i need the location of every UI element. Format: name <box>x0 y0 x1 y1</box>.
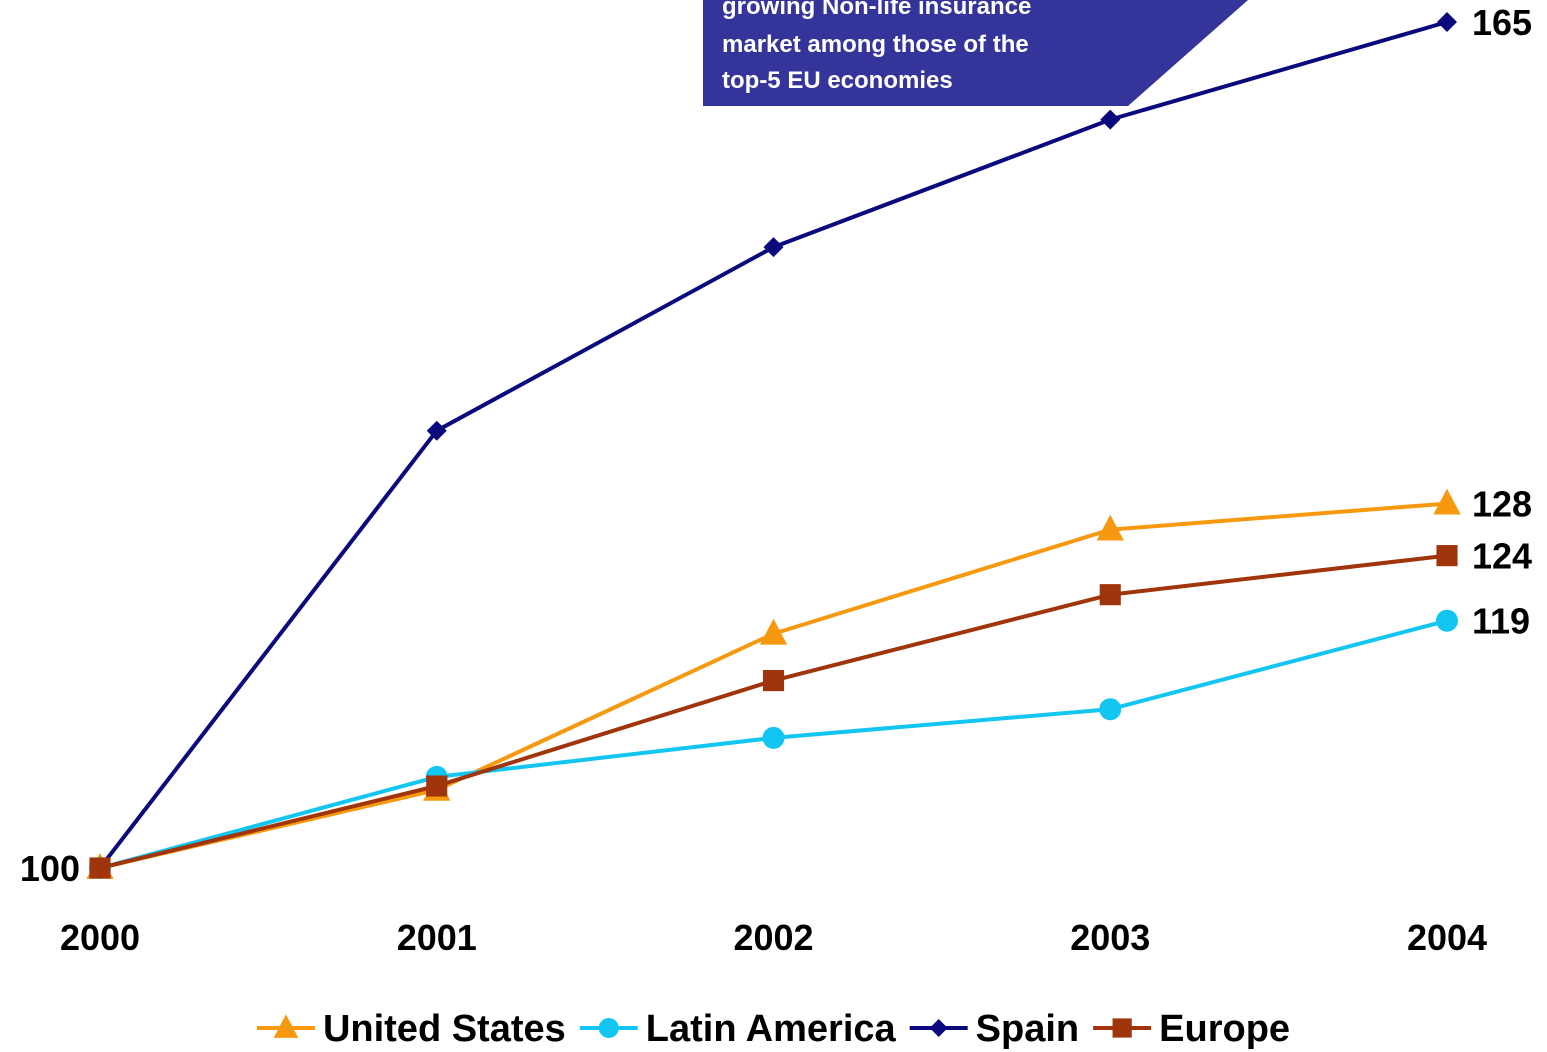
callout-arrow-shape <box>703 0 1248 106</box>
end-label-spain: 165 <box>1472 2 1532 43</box>
marker-spain-2001 <box>426 420 447 441</box>
start-label: 100 <box>20 848 80 889</box>
marker-latin-america-2004 <box>1436 609 1458 632</box>
legend-swatch-marker-united-states <box>273 1014 299 1038</box>
marker-latin-america-2003 <box>1099 698 1122 721</box>
marker-united-states-2002 <box>759 618 788 645</box>
x-tick-label-2002: 2002 <box>733 917 813 958</box>
marker-united-states-2003 <box>1096 514 1124 541</box>
legend-swatch-marker-spain <box>929 1019 948 1037</box>
marker-spain-2003 <box>1100 109 1121 130</box>
marker-europe-2002 <box>762 670 785 692</box>
marker-europe-2003 <box>1099 584 1121 606</box>
legend-label-spain: Spain <box>976 1008 1079 1050</box>
marker-europe-2004 <box>1436 545 1458 567</box>
x-tick-label-2000: 2000 <box>60 917 140 958</box>
callout-line-1: growing Non-life insurance <box>722 0 1031 20</box>
series-markers <box>86 12 1461 879</box>
data-labels: 128 119 165 124 100 <box>20 2 1532 889</box>
marker-latin-america-2002 <box>762 726 785 749</box>
legend-item-europe: Europe <box>1093 1008 1290 1050</box>
x-axis-ticks: 2000 2001 2002 2003 2004 <box>60 917 1487 958</box>
callout-line-2: market among those of the <box>722 31 1029 58</box>
legend-swatch-marker-europe <box>1112 1018 1132 1038</box>
end-label-europe: 124 <box>1472 536 1532 577</box>
legend-swatch-marker-latin-america <box>598 1018 619 1038</box>
x-tick-label-2003: 2003 <box>1070 917 1150 958</box>
marker-europe-2000 <box>89 857 111 879</box>
x-tick-label-2004: 2004 <box>1407 917 1487 958</box>
marker-spain-2004 <box>1437 12 1457 33</box>
marker-spain-2002 <box>763 237 784 258</box>
marker-united-states-2004 <box>1433 488 1461 515</box>
end-label-latin-america: 119 <box>1472 601 1530 642</box>
end-label-united-states: 128 <box>1472 484 1532 525</box>
legend-label-latin-america: Latin America <box>646 1008 897 1050</box>
legend: United States Latin America Spain Europe <box>256 1008 1290 1050</box>
legend-item-united-states: United States <box>256 1008 566 1050</box>
marker-europe-2001 <box>426 775 448 797</box>
legend-item-latin-america: Latin America <box>579 1008 897 1050</box>
legend-label-united-states: United States <box>323 1008 566 1050</box>
callout-line-3: top-5 EU economies <box>722 67 953 94</box>
legend-item-spain: Spain <box>909 1008 1079 1050</box>
x-tick-label-2001: 2001 <box>397 917 477 958</box>
legend-label-europe: Europe <box>1159 1008 1290 1050</box>
callout-annotation: growing Non-life insurance market among … <box>703 0 1248 106</box>
